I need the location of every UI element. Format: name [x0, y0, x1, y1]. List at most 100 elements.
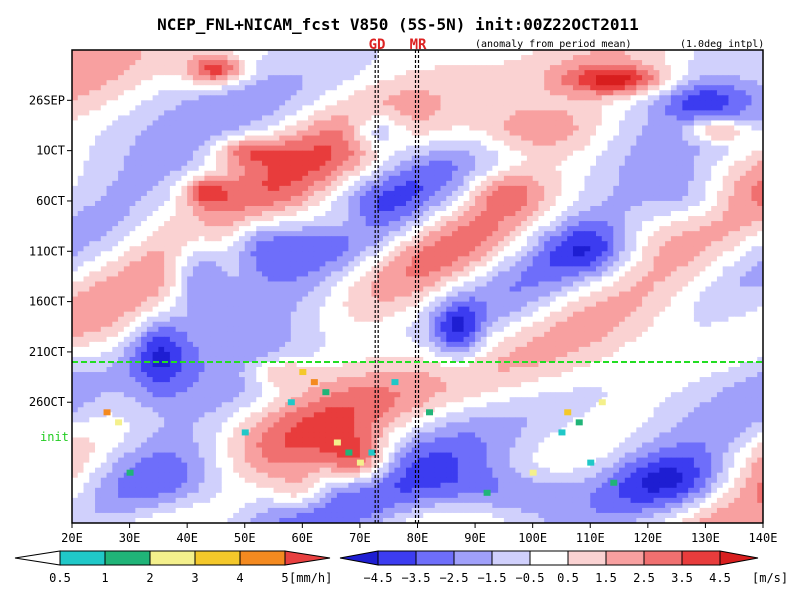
- anomaly-cell: [590, 241, 597, 247]
- anomaly-cell: [192, 145, 200, 152]
- anomaly-cell: [515, 216, 522, 222]
- anomaly-cell: [596, 105, 603, 111]
- anomaly-cell: [192, 216, 200, 222]
- anomaly-cell: [371, 135, 378, 141]
- anomaly-cell: [210, 95, 217, 101]
- anomaly-cell: [699, 251, 706, 257]
- anomaly-cell: [382, 75, 390, 81]
- anomaly-cell: [72, 115, 79, 121]
- anomaly-cell: [238, 90, 246, 96]
- anomaly-cell: [175, 80, 182, 86]
- anomaly-cell: [192, 85, 200, 91]
- anomaly-cell: [457, 205, 464, 212]
- anomaly-cell: [221, 205, 228, 212]
- anomaly-cell: [590, 221, 597, 227]
- anomaly-cell: [521, 65, 528, 71]
- anomaly-cell: [452, 236, 459, 242]
- anomaly-cell: [290, 241, 297, 247]
- anomaly-cell: [745, 160, 752, 167]
- anomaly-cell: [348, 60, 355, 66]
- anomaly-cell: [377, 236, 384, 242]
- anomaly-cell: [590, 65, 597, 71]
- anomaly-cell: [394, 246, 401, 252]
- anomaly-cell: [590, 55, 597, 61]
- anomaly-cell: [716, 205, 724, 212]
- anomaly-cell: [688, 221, 695, 227]
- anomaly-cell: [152, 211, 159, 217]
- anomaly-cell: [757, 120, 763, 126]
- anomaly-cell: [152, 140, 159, 146]
- anomaly-cell: [561, 195, 568, 202]
- anomaly-cell: [532, 205, 539, 212]
- anomaly-cell: [636, 100, 643, 106]
- anomaly-cell: [135, 216, 142, 222]
- anomaly-cell: [354, 190, 361, 197]
- anomaly-cell: [538, 80, 545, 86]
- anomaly-cell: [187, 150, 194, 157]
- anomaly-cell: [382, 135, 390, 141]
- anomaly-cell: [480, 216, 487, 222]
- anomaly-cell: [711, 180, 718, 187]
- anomaly-cell: [313, 95, 321, 101]
- anomaly-cell: [256, 155, 263, 162]
- anomaly-cell: [665, 55, 672, 61]
- anomaly-cell: [400, 130, 407, 136]
- anomaly-cell: [429, 256, 436, 262]
- anomaly-cell: [313, 241, 321, 247]
- anomaly-cell: [250, 226, 257, 232]
- anomaly-cell: [423, 211, 430, 217]
- anomaly-cell: [336, 110, 344, 116]
- anomaly-cell: [250, 241, 257, 247]
- anomaly-cell: [584, 110, 591, 116]
- anomaly-cell: [141, 221, 148, 227]
- anomaly-cell: [331, 120, 338, 126]
- anomaly-cell: [475, 185, 482, 192]
- anomaly-cell: [682, 241, 689, 247]
- anomaly-cell: [745, 140, 752, 146]
- anomaly-cell: [596, 226, 603, 232]
- anomaly-cell: [423, 205, 430, 212]
- anomaly-cell: [567, 216, 574, 222]
- anomaly-cell: [405, 95, 413, 101]
- anomaly-cell: [457, 160, 464, 167]
- anomaly-cell: [475, 190, 482, 197]
- anomaly-cell: [722, 70, 729, 76]
- anomaly-cell: [751, 65, 758, 71]
- anomaly-cell: [446, 75, 453, 81]
- anomaly-cell: [463, 241, 470, 247]
- anomaly-cell: [135, 105, 142, 111]
- anomaly-cell: [526, 55, 534, 61]
- anomaly-cell: [607, 195, 614, 202]
- anomaly-cell: [549, 216, 557, 222]
- anomaly-cell: [613, 160, 620, 167]
- anomaly-cell: [572, 195, 580, 202]
- anomaly-cell: [146, 85, 154, 91]
- anomaly-cell: [457, 65, 464, 71]
- anomaly-cell: [285, 205, 292, 212]
- anomaly-cell: [417, 246, 424, 252]
- anomaly-cell: [313, 236, 321, 242]
- anomaly-cell: [440, 246, 447, 252]
- anomaly-cell: [302, 85, 309, 91]
- anomaly-cell: [210, 145, 217, 152]
- anomaly-cell: [665, 120, 672, 126]
- anomaly-cell: [72, 130, 79, 136]
- anomaly-cell: [95, 80, 102, 86]
- anomaly-cell: [601, 100, 608, 106]
- anomaly-cell: [267, 90, 274, 96]
- anomaly-cell: [164, 241, 171, 247]
- anomaly-cell: [745, 85, 752, 91]
- anomaly-cell: [112, 211, 119, 217]
- anomaly-cell: [596, 100, 603, 106]
- anomaly-cell: [469, 226, 476, 232]
- anomaly-cell: [636, 221, 643, 227]
- anomaly-cell: [290, 195, 297, 202]
- anomaly-cell: [377, 190, 384, 197]
- anomaly-cell: [135, 185, 142, 192]
- anomaly-cell: [613, 221, 620, 227]
- anomaly-cell: [417, 211, 424, 217]
- anomaly-cell: [636, 160, 643, 167]
- anomaly-cell: [613, 105, 620, 111]
- anomaly-cell: [238, 165, 246, 172]
